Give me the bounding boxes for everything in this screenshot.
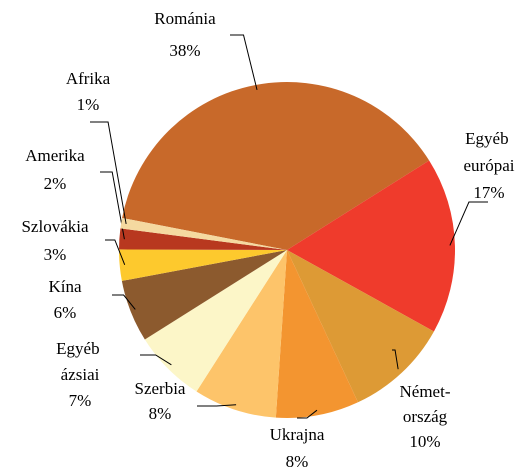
leader-line [105,239,126,265]
label-line: Románia [154,9,216,28]
value-label: 10% [409,432,440,451]
leader-line [449,201,488,246]
pie-slice [120,217,287,250]
slice-label: Egyéb ázsiai [56,339,104,384]
slice-label: Szerbia [135,379,186,398]
value-label: 38% [169,41,200,60]
leader-line [230,34,258,90]
slice-label: Német-ország [400,382,451,426]
value-label: 17% [473,183,504,202]
value-label: 3% [44,245,67,264]
label-line: Egyéb [56,339,104,358]
leader-line [90,121,127,225]
slice-label: Afrika [66,69,111,88]
value-label: 6% [54,303,77,322]
leader-line [112,294,136,310]
slice-label: Románia [154,9,216,28]
pie-slice [287,160,455,332]
leader-line [392,349,399,370]
label-line: Kína [48,277,82,296]
label-line: Német- [400,382,451,401]
label-line: Szlovákia [21,217,88,236]
label-line: ország [403,407,448,426]
slice-label: Egyéb európai [464,129,515,175]
pie-slice [196,250,287,418]
label-line: Egyéb [465,129,513,148]
leader-line [140,354,172,366]
slice-label: Amerika [25,146,85,165]
label-line: európai [464,156,515,175]
leader-line [100,171,125,240]
pie-slice [121,250,288,340]
pie-slice [144,250,287,392]
pie-slice [122,81,430,250]
label-line: Szerbia [135,379,186,398]
slice-label: Kína [48,277,82,296]
pie-slice [119,249,287,281]
leader-line [297,409,318,419]
value-label: 8% [286,452,309,471]
value-label: 2% [44,174,67,193]
value-label: 8% [149,404,172,423]
value-label: 7% [69,391,92,410]
leader-line [197,404,237,407]
pie-slice [275,250,358,418]
slice-label: Ukrajna [270,425,325,444]
label-line: Amerika [25,146,85,165]
slice-label: Szlovákia [21,217,88,236]
pie-slice [119,228,287,250]
label-line: ázsiai [61,365,100,384]
label-line: Ukrajna [270,425,325,444]
value-label: 1% [77,95,100,114]
label-line: Afrika [66,69,111,88]
